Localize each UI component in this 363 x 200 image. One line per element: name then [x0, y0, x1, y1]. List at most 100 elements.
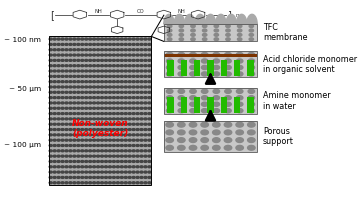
Circle shape — [89, 171, 92, 173]
Circle shape — [140, 139, 143, 141]
Circle shape — [113, 102, 115, 104]
Circle shape — [57, 150, 60, 152]
Circle shape — [77, 65, 80, 67]
Circle shape — [69, 161, 72, 162]
Circle shape — [97, 134, 99, 136]
Circle shape — [132, 176, 135, 178]
Circle shape — [179, 25, 184, 28]
Circle shape — [144, 75, 147, 77]
Circle shape — [249, 33, 253, 36]
Circle shape — [132, 86, 135, 88]
Circle shape — [89, 38, 92, 40]
Circle shape — [93, 81, 95, 83]
Circle shape — [140, 65, 143, 67]
Circle shape — [65, 161, 68, 162]
Circle shape — [81, 182, 84, 184]
Circle shape — [105, 65, 107, 67]
Circle shape — [136, 113, 139, 115]
Circle shape — [65, 43, 68, 45]
Circle shape — [97, 59, 99, 61]
Circle shape — [140, 49, 143, 51]
Circle shape — [236, 96, 243, 100]
Circle shape — [120, 91, 123, 93]
Text: CO: CO — [137, 9, 144, 14]
Circle shape — [124, 139, 127, 141]
Circle shape — [81, 118, 84, 120]
Circle shape — [57, 54, 60, 56]
Bar — [181, 97, 187, 113]
Polygon shape — [216, 14, 226, 24]
Circle shape — [97, 118, 99, 120]
Circle shape — [53, 49, 56, 51]
Circle shape — [89, 155, 92, 157]
Circle shape — [73, 70, 76, 72]
Circle shape — [189, 130, 197, 135]
Text: NH: NH — [177, 9, 185, 14]
Circle shape — [73, 43, 76, 45]
Circle shape — [53, 86, 56, 88]
Circle shape — [140, 59, 143, 61]
Circle shape — [57, 102, 60, 104]
Circle shape — [73, 155, 76, 157]
Circle shape — [89, 49, 92, 51]
Circle shape — [81, 81, 84, 83]
Circle shape — [128, 134, 131, 136]
Circle shape — [132, 70, 135, 72]
Circle shape — [148, 49, 151, 51]
Circle shape — [116, 81, 119, 83]
Circle shape — [120, 65, 123, 67]
Circle shape — [105, 49, 107, 51]
Circle shape — [128, 129, 131, 131]
Circle shape — [97, 150, 99, 152]
Circle shape — [101, 166, 103, 168]
Circle shape — [124, 65, 127, 67]
Circle shape — [140, 166, 143, 168]
Circle shape — [85, 75, 88, 77]
Circle shape — [85, 38, 88, 40]
Circle shape — [81, 91, 84, 93]
Circle shape — [128, 171, 131, 173]
Circle shape — [248, 89, 254, 93]
Circle shape — [93, 75, 95, 77]
Circle shape — [124, 38, 127, 40]
Circle shape — [120, 81, 123, 83]
Circle shape — [166, 65, 173, 70]
Circle shape — [136, 65, 139, 67]
Circle shape — [178, 145, 185, 150]
Circle shape — [53, 97, 56, 99]
Circle shape — [248, 96, 254, 100]
Circle shape — [49, 70, 52, 72]
Circle shape — [81, 38, 84, 40]
Circle shape — [73, 150, 76, 152]
Circle shape — [144, 65, 147, 67]
Circle shape — [236, 138, 244, 142]
Circle shape — [113, 161, 115, 162]
Circle shape — [69, 65, 72, 67]
Circle shape — [226, 29, 230, 32]
Circle shape — [148, 91, 151, 93]
Circle shape — [113, 70, 115, 72]
Circle shape — [97, 161, 99, 162]
Circle shape — [65, 139, 68, 141]
Circle shape — [124, 43, 127, 45]
Circle shape — [49, 59, 52, 61]
Circle shape — [236, 59, 243, 63]
Circle shape — [77, 161, 80, 162]
Circle shape — [77, 97, 80, 99]
Circle shape — [77, 102, 80, 104]
Circle shape — [89, 59, 92, 61]
Circle shape — [93, 134, 95, 136]
Circle shape — [61, 59, 64, 61]
Circle shape — [53, 166, 56, 168]
Circle shape — [201, 59, 208, 63]
Circle shape — [69, 70, 72, 72]
Circle shape — [140, 161, 143, 162]
Circle shape — [190, 109, 196, 113]
Circle shape — [73, 161, 76, 162]
Circle shape — [128, 113, 131, 115]
Circle shape — [85, 150, 88, 152]
Circle shape — [53, 54, 56, 56]
Circle shape — [213, 96, 220, 100]
Circle shape — [136, 91, 139, 93]
Circle shape — [89, 113, 92, 115]
